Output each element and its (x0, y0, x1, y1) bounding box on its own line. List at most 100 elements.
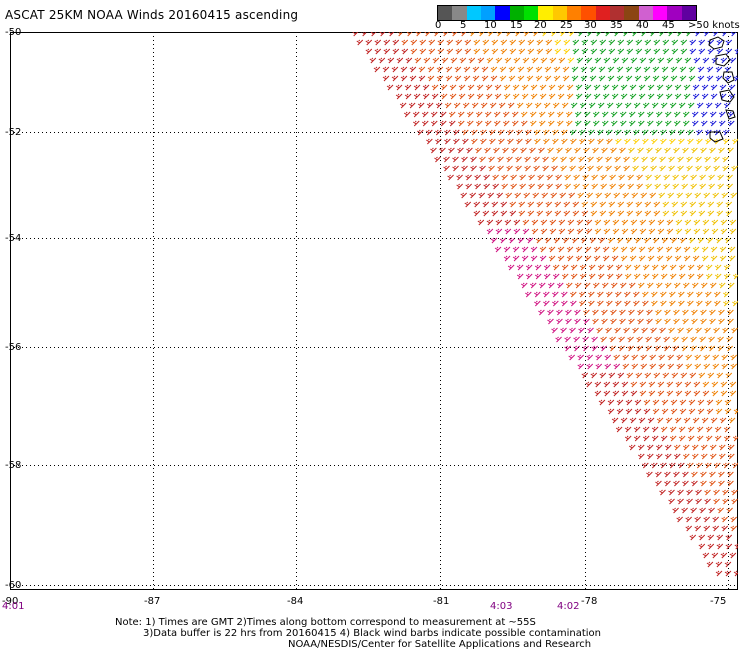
wind-barb (621, 219, 629, 226)
wind-barb (514, 192, 522, 199)
wind-barb (561, 264, 569, 271)
wind-barb (626, 201, 634, 208)
wind-barb (443, 165, 450, 172)
wind-barb (705, 435, 713, 442)
wind-barb (706, 399, 714, 406)
wind-barb (686, 291, 694, 298)
wind-barb (370, 32, 377, 37)
wind-barb (581, 372, 589, 379)
wind-barb (675, 219, 683, 226)
wind-barb (576, 219, 584, 226)
wind-barb (563, 39, 571, 46)
wind-barb (539, 84, 547, 91)
wind-barb (669, 426, 677, 433)
wind-barb (646, 282, 654, 289)
wind-barb (462, 138, 469, 145)
wind-barb (569, 327, 576, 334)
wind-barb (718, 282, 726, 289)
wind-barb (620, 246, 628, 253)
wind-barb (579, 300, 586, 307)
wind-barb (627, 183, 634, 190)
wind-barb (728, 246, 736, 253)
wind-barb (573, 336, 580, 343)
wind-barb (727, 453, 735, 460)
wind-barb (701, 84, 709, 91)
wind-barb (703, 32, 710, 37)
wind-barb (551, 165, 558, 172)
wind-barb (646, 444, 654, 451)
wind-barb (610, 282, 618, 289)
wind-barb (511, 111, 519, 118)
wind-barb (674, 93, 682, 100)
wind-map[interactable] (10, 32, 738, 590)
wind-barb (631, 363, 639, 370)
wind-barb (594, 57, 602, 64)
wind-barb (534, 102, 542, 109)
wind-barb (598, 399, 606, 406)
wind-barb (689, 534, 697, 541)
wind-barb (512, 93, 520, 100)
wind-barb (502, 111, 510, 118)
wind-barb (482, 48, 490, 55)
wind-barb (661, 399, 669, 406)
wind-barb (557, 255, 565, 262)
wind-barb (704, 291, 712, 298)
wind-barb (630, 390, 638, 397)
wind-barb (517, 75, 525, 82)
wind-barb (612, 228, 620, 235)
wind-barb (686, 498, 693, 505)
wind-barb (571, 66, 579, 73)
wind-barb (664, 120, 672, 127)
wind-barb (556, 120, 564, 127)
coastline-segment (715, 53, 731, 67)
wind-barb (576, 228, 584, 235)
wind-barb (723, 102, 731, 109)
wind-barb (686, 489, 693, 496)
wind-barb (552, 138, 559, 145)
wind-barb (720, 381, 728, 388)
wind-barb (599, 48, 607, 55)
wind-barb (685, 363, 693, 370)
wind-barb (617, 39, 625, 46)
wind-barb (556, 309, 563, 316)
wind-barb (615, 273, 623, 280)
wind-barb (639, 57, 647, 64)
wind-barb (624, 273, 632, 280)
wind-barb (554, 210, 562, 217)
wind-barb (607, 408, 615, 415)
wind-barb (710, 246, 718, 253)
wind-barb (659, 327, 666, 334)
wind-barb (636, 345, 643, 352)
wind-barb (711, 390, 719, 397)
wind-barb (681, 507, 688, 514)
wind-barb (620, 255, 628, 262)
wind-barb (445, 75, 453, 82)
wind-barb (574, 309, 581, 316)
wind-barb (699, 183, 706, 190)
wind-barb (606, 138, 613, 145)
wind-barb (605, 291, 613, 298)
wind-barb (615, 138, 622, 145)
wind-barb (712, 525, 720, 532)
wind-barb (452, 156, 459, 163)
wind-barb (698, 543, 706, 550)
wind-barb (426, 138, 433, 145)
wind-barb (412, 120, 420, 127)
wind-barb (456, 183, 463, 190)
wind-barb (565, 111, 573, 118)
wind-barb (667, 192, 675, 199)
wind-barb (531, 219, 539, 226)
wind-barb (530, 93, 538, 100)
wind-barb (576, 57, 584, 64)
wind-barb (726, 336, 733, 343)
wind-barb (618, 183, 625, 190)
colorbar-segment (681, 6, 696, 20)
wind-barb (657, 381, 665, 388)
colorbar-segment (667, 6, 682, 20)
wind-barb (610, 318, 617, 325)
wind-barb (575, 93, 583, 100)
wind-barb (718, 120, 726, 127)
wind-barb (676, 354, 684, 361)
wind-barb (585, 57, 593, 64)
wind-barb (533, 156, 540, 163)
